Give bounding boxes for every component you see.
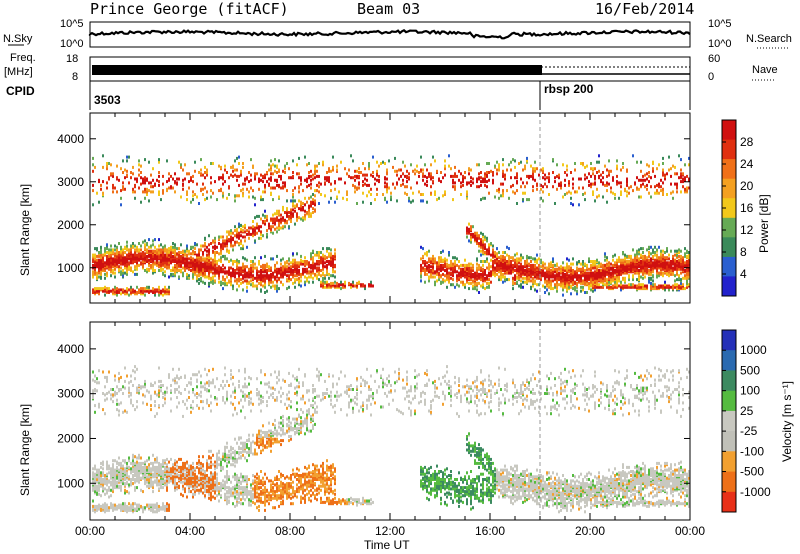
nsearch-top-tick: 10^5 <box>708 18 732 30</box>
x-tick-label: 00:00 <box>675 524 705 538</box>
velocity-panel-data <box>92 365 690 514</box>
velocity-colorbar-tick-label: 1000 <box>740 343 767 357</box>
velocity-colorbar-frame <box>721 329 737 513</box>
nsky-trace <box>88 28 691 40</box>
freq-strip-frame <box>89 56 691 82</box>
nsky-label: N.Sky <box>3 33 33 45</box>
velocity-panel-ytick-label: 2000 <box>57 431 84 445</box>
nsearch-label: N.Search <box>746 33 792 45</box>
power-panel-data <box>92 154 690 297</box>
x-tick-label: 00:00 <box>75 524 105 538</box>
freq-band <box>92 65 542 75</box>
velocity-panel-ytick-label: 4000 <box>57 342 84 356</box>
power-colorbar-tick-label: 28 <box>740 135 754 149</box>
nsky-bottom-tick: 10^0 <box>60 38 84 50</box>
power-colorbar-tick-label: 4 <box>740 267 747 281</box>
power-colorbar-segment <box>722 276 736 297</box>
power-colorbar-segment <box>722 256 736 277</box>
power-colorbar-segment <box>722 159 736 180</box>
x-tick-label: 16:00 <box>475 524 505 538</box>
velocity-colorbar-tick-label: -25 <box>740 424 758 438</box>
velocity-colorbar-segment <box>722 431 736 452</box>
power-panel-ytick-label: 3000 <box>57 175 84 189</box>
freq-unit: [MHz] <box>4 66 33 78</box>
x-tick-label: 20:00 <box>575 524 605 538</box>
velocity-colorbar-tick-label: 25 <box>740 404 754 418</box>
velocity-colorbar-segment <box>722 410 736 432</box>
power-colorbar-tick-label: 20 <box>740 179 754 193</box>
velocity-panel-ytick-label: 1000 <box>57 476 84 490</box>
cpid-value-2: rbsp 200 <box>544 82 594 96</box>
velocity-colorbar-segment <box>722 390 736 412</box>
nave-label: Nave <box>752 64 778 76</box>
nsky-top-tick: 10^5 <box>60 18 84 30</box>
nsearch-bottom-tick: 10^0 <box>708 38 732 50</box>
velocity-colorbar-segment <box>722 350 736 371</box>
velocity-colorbar-segment <box>722 471 736 493</box>
cpid-value-1: 3503 <box>94 93 121 107</box>
cpid-label: CPID <box>6 84 35 98</box>
power-colorbar-segment <box>722 217 736 238</box>
power-colorbar-tick-label: 12 <box>740 223 754 237</box>
beam-label: Beam 03 <box>357 0 421 18</box>
station-title: Prince George (fitACF) <box>90 0 289 18</box>
power-colorbar-tick-label: 24 <box>740 157 754 171</box>
power-colorbar-segment <box>722 120 736 141</box>
freq-bottom-tick: 8 <box>72 71 79 83</box>
velocity-colorbar-tick-label: -1000 <box>740 485 771 499</box>
power-panel-ytick-label: 4000 <box>57 132 84 146</box>
velocity-colorbar-segment <box>722 370 736 392</box>
power-colorbar-segment <box>722 237 736 258</box>
velocity-colorbar-segment <box>722 451 736 472</box>
date-label: 16/Feb/2014 <box>595 0 695 18</box>
velocity-colorbar-tick-label: -500 <box>740 465 764 479</box>
x-tick-label: 04:00 <box>175 524 205 538</box>
x-tick-label: 12:00 <box>375 524 405 538</box>
nave-top-tick: 60 <box>708 53 721 65</box>
velocity-panel-ytick-label: 3000 <box>57 387 84 401</box>
power-colorbar-segment <box>722 198 736 219</box>
power-colorbar-tick-label: 8 <box>740 245 747 259</box>
freq-top-tick: 18 <box>66 53 79 65</box>
power-panel-ytick-label: 1000 <box>57 261 84 275</box>
velocity-colorbar-tick-label: 500 <box>740 363 760 377</box>
velocity-colorbar-tick-label: 100 <box>740 384 760 398</box>
power-colorbar-segment <box>722 178 736 199</box>
x-tick-label: 08:00 <box>275 524 305 538</box>
power-colorbar-segment <box>722 139 736 160</box>
velocity-colorbar-tick-label: -100 <box>740 444 764 458</box>
freq-label: Freq. <box>10 52 36 64</box>
nave-bottom-tick: 0 <box>708 71 715 83</box>
nsky-strip-frame <box>89 21 691 48</box>
velocity-colorbar-segment <box>722 330 736 351</box>
power-panel-ytick-label: 2000 <box>57 218 84 232</box>
power-colorbar-tick-label: 16 <box>740 201 754 215</box>
velocity-colorbar-segment <box>722 491 736 513</box>
x-axis-title: Time UT <box>364 538 410 552</box>
